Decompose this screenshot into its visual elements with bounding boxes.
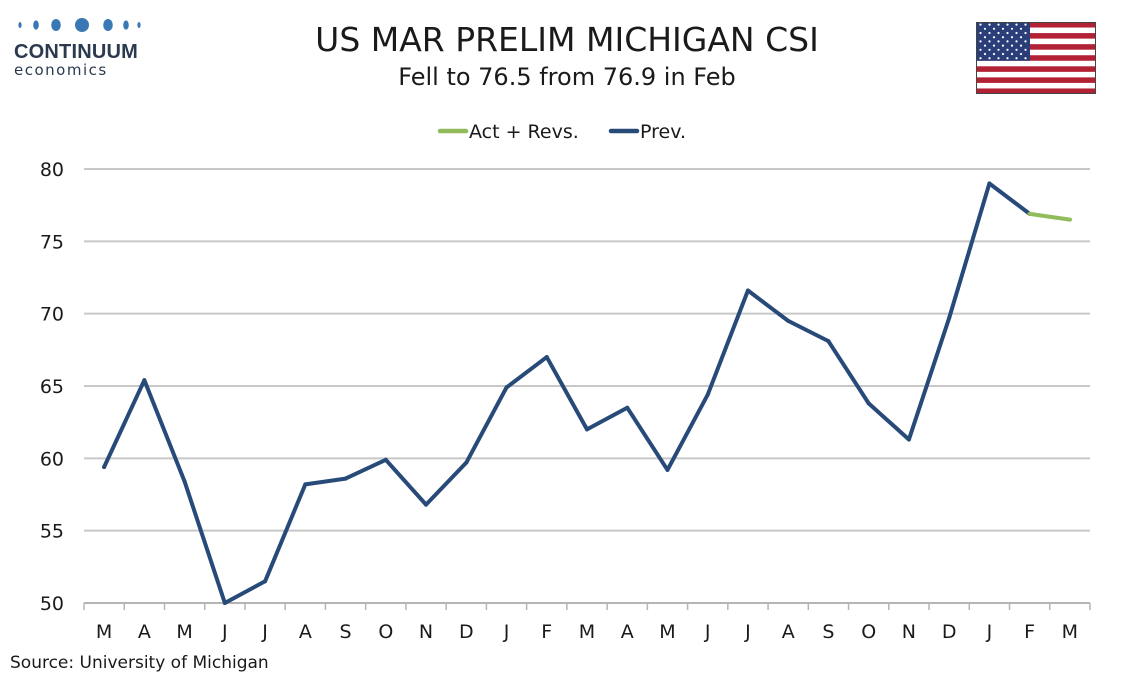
data-point bbox=[102, 465, 107, 470]
y-tick-label: 50 bbox=[40, 593, 64, 615]
data-point bbox=[826, 339, 831, 344]
data-point bbox=[424, 502, 429, 507]
y-tick-label: 65 bbox=[40, 376, 64, 398]
logo-dots-icon bbox=[18, 18, 141, 32]
data-point bbox=[866, 401, 871, 406]
source-note: Source: University of Michigan bbox=[10, 653, 269, 673]
x-tick-label: S bbox=[822, 621, 834, 643]
logo: CONTINUUM economics bbox=[14, 14, 144, 79]
data-point bbox=[665, 467, 670, 472]
legend-label: Prev. bbox=[640, 121, 686, 143]
legend-prev: Prev. bbox=[608, 121, 686, 143]
x-tick-label: M bbox=[96, 621, 112, 643]
data-point bbox=[745, 288, 750, 293]
chart-title: US MAR PRELIM MICHIGAN CSI bbox=[315, 20, 819, 59]
data-point bbox=[182, 479, 187, 484]
data-point bbox=[786, 318, 791, 323]
x-tick-label: J bbox=[744, 621, 751, 643]
x-tick-label: M bbox=[579, 621, 595, 643]
x-tick-label: M bbox=[1062, 621, 1078, 643]
legend-act: Act + Revs. bbox=[437, 121, 579, 143]
x-tick-label: F bbox=[1024, 621, 1035, 643]
x-tick-label: S bbox=[340, 621, 352, 643]
x-tick-label: A bbox=[138, 621, 151, 643]
x-tick-label: M bbox=[176, 621, 192, 643]
logo-sub: economics bbox=[14, 61, 108, 79]
y-tick-label: 80 bbox=[40, 159, 64, 181]
logo-name: CONTINUUM bbox=[14, 41, 139, 63]
data-point bbox=[383, 457, 388, 462]
x-tick-label: N bbox=[902, 621, 916, 643]
x-tick-label: J bbox=[261, 621, 268, 643]
x-tick-label: A bbox=[782, 621, 795, 643]
data-point bbox=[625, 405, 630, 410]
y-tick-label: 55 bbox=[40, 521, 64, 543]
data-point bbox=[1027, 211, 1032, 216]
data-point bbox=[222, 601, 227, 605]
data-point bbox=[544, 355, 549, 360]
x-tick-label: D bbox=[459, 621, 474, 643]
x-tick-label: J bbox=[503, 621, 510, 643]
data-point bbox=[1067, 217, 1072, 222]
chart-subtitle: Fell to 76.5 from 76.9 in Feb bbox=[398, 63, 736, 91]
us-flag-icon bbox=[976, 22, 1096, 94]
data-point bbox=[947, 316, 952, 321]
x-tick-label: J bbox=[221, 621, 228, 643]
x-tick-label: A bbox=[621, 621, 634, 643]
data-point bbox=[504, 385, 509, 390]
data-point bbox=[464, 460, 469, 465]
x-tick-label: A bbox=[299, 621, 312, 643]
series-line-prev bbox=[102, 181, 1032, 605]
data-point bbox=[263, 579, 268, 584]
x-tick-label: J bbox=[704, 621, 711, 643]
x-tick-label: O bbox=[861, 621, 876, 643]
y-tick-label: 70 bbox=[40, 304, 64, 326]
data-point bbox=[343, 476, 348, 481]
x-tick-label: O bbox=[378, 621, 393, 643]
x-tick-label: N bbox=[419, 621, 433, 643]
legend-label: Act + Revs. bbox=[469, 121, 579, 143]
data-point bbox=[303, 482, 308, 487]
x-tick-label: F bbox=[541, 621, 552, 643]
x-tick-label: D bbox=[942, 621, 957, 643]
data-point bbox=[705, 392, 710, 397]
y-tick-label: 60 bbox=[40, 448, 64, 470]
y-tick-label: 75 bbox=[40, 231, 64, 253]
data-point bbox=[987, 181, 992, 186]
x-tick-label: J bbox=[986, 621, 993, 643]
series-line-act bbox=[1027, 211, 1072, 222]
x-tick-label: M bbox=[659, 621, 675, 643]
data-point bbox=[142, 378, 147, 383]
data-point bbox=[585, 427, 589, 432]
data-point bbox=[906, 437, 911, 442]
